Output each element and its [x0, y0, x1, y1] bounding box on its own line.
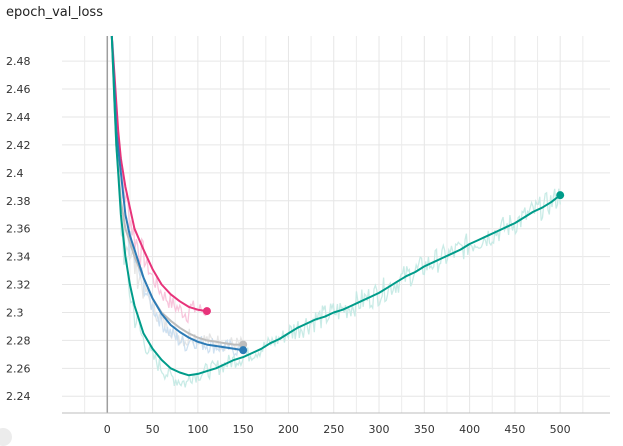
- y-tick-labels: 2.24 2.26 2.28 2.3 2.32 2.34 2.36 2.38 2.4 2.42 2.…: [6, 55, 31, 403]
- y-tick-label: 2.24: [6, 390, 31, 403]
- x-tick-labels: 0 50 100 150 200 250 300 350 400 450 500: [104, 423, 571, 436]
- series-end-marker[interactable]: [239, 346, 248, 355]
- y-tick-label: 2.48: [6, 55, 31, 68]
- series-end-marker[interactable]: [202, 307, 211, 316]
- x-tick-label: 100: [187, 423, 208, 436]
- series-line[interactable]: [110, 35, 561, 377]
- x-tick-label: 350: [414, 423, 435, 436]
- corner-control[interactable]: [0, 428, 12, 446]
- x-tick-label: 250: [323, 423, 344, 436]
- y-tick-label: 2.26: [6, 362, 31, 375]
- x-tick-label: 450: [504, 423, 525, 436]
- grid-lines: [62, 36, 610, 413]
- x-tick-label: 150: [233, 423, 254, 436]
- chart-title: epoch_val_loss: [6, 5, 103, 20]
- y-tick-label: 2.36: [6, 223, 31, 236]
- y-tick-label: 2.3: [6, 306, 24, 319]
- x-tick-label: 0: [104, 423, 111, 436]
- x-tick-label: 200: [278, 423, 299, 436]
- series-line[interactable]: [110, 35, 244, 352]
- x-tick-label: 500: [550, 423, 571, 436]
- y-tick-label: 2.34: [6, 251, 31, 264]
- y-tick-label: 2.28: [6, 334, 31, 347]
- raw-series-line: [111, 38, 561, 388]
- smoothed-series-layer: [110, 35, 561, 377]
- series-end-marker[interactable]: [556, 191, 565, 200]
- y-tick-label: 2.4: [6, 167, 24, 180]
- x-tick-label: 300: [369, 423, 390, 436]
- y-tick-label: 2.42: [6, 139, 31, 152]
- x-tick-label: 400: [459, 423, 480, 436]
- y-tick-label: 2.44: [6, 111, 31, 124]
- series-end-marker[interactable]: [239, 340, 248, 349]
- y-tick-label: 2.32: [6, 279, 31, 292]
- series-line[interactable]: [110, 35, 208, 313]
- y-tick-label: 2.38: [6, 195, 31, 208]
- axes: [62, 36, 610, 414]
- series-end-markers: [202, 191, 565, 355]
- x-tick-label: 50: [146, 423, 160, 436]
- y-tick-label: 2.46: [6, 83, 31, 96]
